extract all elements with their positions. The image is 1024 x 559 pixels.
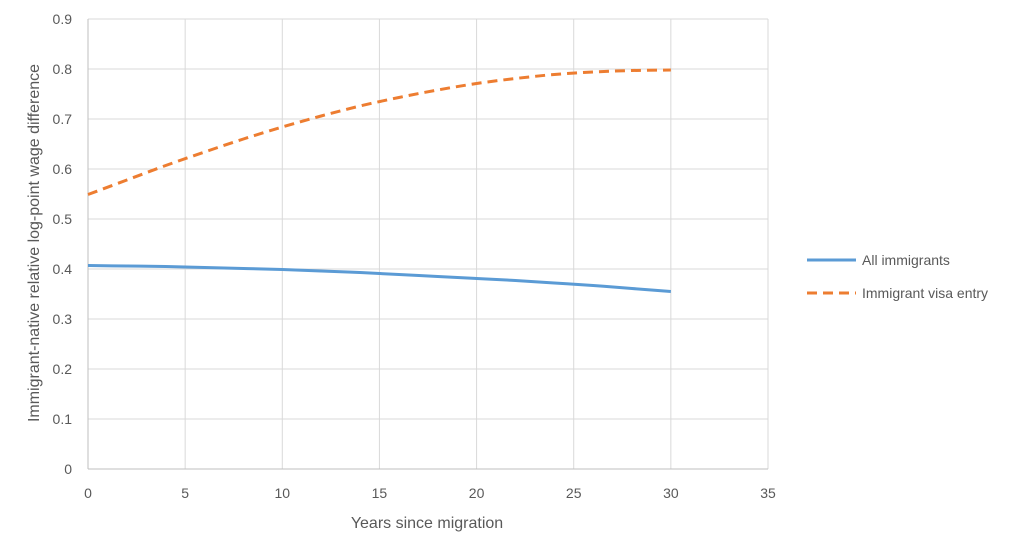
tick-labels: 0 0.1 0.2 0.3 0.4 0.5 0.6 0.7 0.8 0.9 0 5 10 15 20 25 30… [53,11,776,501]
legend-label-immigrant-visa-entry: Immigrant visa entry [862,285,988,301]
y-tick-label: 0.1 [53,411,73,427]
y-tick-label: 0.9 [53,11,73,27]
x-tick-label: 10 [274,485,290,501]
x-tick-label: 25 [566,485,582,501]
series-lines [87,68,671,293]
y-tick-label: 0.3 [53,311,73,327]
axes [87,19,768,470]
y-tick-label: 0.6 [53,161,73,177]
series-line-all-immigrants [87,264,671,293]
y-tick-label: 0.4 [53,261,73,277]
y-tick-label: 0.7 [53,111,73,127]
x-tick-label: 20 [469,485,485,501]
series-line-immigrant-visa-entry [87,68,671,196]
x-tick-label: 35 [760,485,776,501]
x-tick-label: 15 [372,485,388,501]
legend-label-all-immigrants: All immigrants [862,252,950,268]
gridlines [88,18,769,469]
x-tick-label: 0 [84,485,92,501]
x-axis-title: Years since migration [351,515,503,532]
y-tick-label: 0.2 [53,361,73,377]
x-tick-label: 30 [663,485,679,501]
y-tick-label: 0 [64,461,72,477]
y-tick-label: 0.5 [53,211,73,227]
y-axis-title: Immigrant-native relative log-point wage… [26,64,43,422]
legend: All immigrants Immigrant visa entry [807,252,988,301]
x-tick-label: 5 [181,485,189,501]
y-tick-label: 0.8 [53,61,73,77]
